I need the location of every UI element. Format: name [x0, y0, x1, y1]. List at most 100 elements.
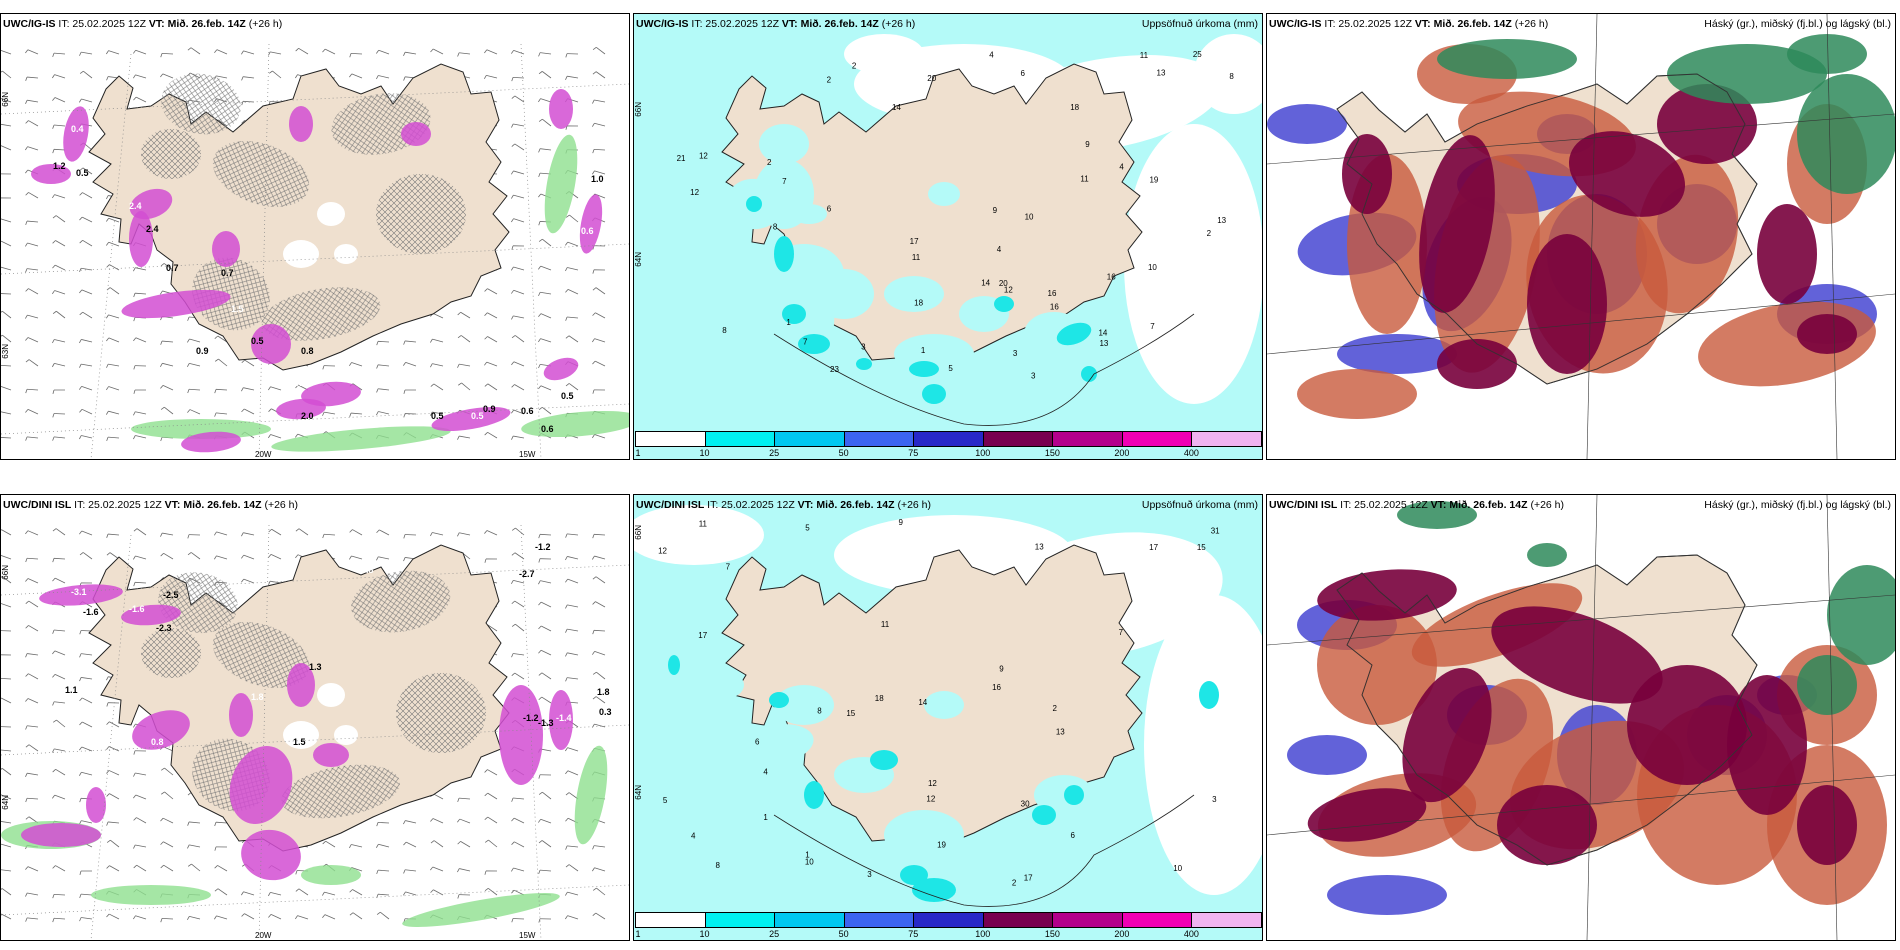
temp-value-label: -2.5: [163, 590, 179, 600]
high-cloud-area: [1657, 84, 1757, 164]
precip-value-label: 13: [1099, 339, 1108, 348]
green-band: [521, 410, 629, 438]
precip-value-label: 11: [699, 519, 708, 528]
temp-value-label: 0.5: [76, 168, 89, 178]
hatched-area: [376, 174, 466, 254]
clear-patch: [334, 725, 358, 745]
precip-value-label: 17: [1149, 543, 1158, 552]
temp-value-label: 1.8: [251, 692, 264, 702]
colorbar-swatch: [1121, 431, 1193, 447]
white-area: [1124, 124, 1262, 404]
magenta-area: [401, 122, 431, 146]
magenta-area: [229, 693, 253, 737]
high-cloud-green-area: [1397, 501, 1477, 529]
panel-precip-top: UWC/IG-IS IT: 25.02.2025 12Z VT: Mið. 26…: [633, 13, 1263, 460]
lon-label-20w: 20W: [255, 450, 272, 459]
precip-heavy-area: [856, 358, 872, 370]
high-cloud-green-area: [1667, 44, 1827, 104]
green-band: [402, 892, 560, 928]
hatched-area: [212, 141, 310, 207]
precip-heavy-area: [1199, 681, 1219, 709]
precip-value-label: 3: [861, 343, 866, 352]
init-time: IT: 25.02.2025 12Z: [58, 18, 146, 30]
precip-value-label: 14: [981, 279, 990, 288]
precip-value-label: 16: [1048, 289, 1057, 298]
precip-light-area: [774, 685, 834, 725]
colorbar-tick: 75: [908, 448, 919, 458]
panel-wind-temp-bottom: UWC/DINI ISL IT: 25.02.2025 12Z VT: Mið.…: [0, 494, 630, 941]
temp-value-label: 0.7: [166, 263, 179, 273]
precip-light-area: [928, 182, 960, 206]
precip-value-label: 12: [926, 794, 935, 803]
colorbar-tick: 150: [1044, 929, 1060, 939]
temp-value-label: 0.9: [196, 346, 209, 356]
temp-value-label: 1.3: [309, 662, 322, 672]
model-name: UWC/DINI ISL: [1269, 499, 1338, 511]
colorbar-swatch: [982, 912, 1054, 928]
colorbar-swatch: [1052, 912, 1123, 928]
coastline: [1336, 554, 1758, 866]
precip-value-label: 13: [1157, 68, 1166, 77]
precip-light-area: [791, 204, 827, 224]
precip-colorbar: 1 10 25 50 75 100 150 200 400: [635, 912, 1262, 939]
colorbar-swatch: [1191, 431, 1262, 447]
model-name: UWC/DINI ISL: [636, 499, 705, 511]
precip-value-label: 14: [918, 698, 927, 707]
precip-value-label: 11: [1140, 51, 1149, 60]
temp-value-label: 0.7: [221, 268, 234, 278]
temp-value-label: 0.8: [499, 388, 512, 398]
precip-value-label: 23: [830, 365, 839, 374]
precip-value-label: 20: [927, 74, 936, 83]
temp-value-label: 2.4: [129, 201, 142, 211]
hatched-area: [161, 73, 241, 135]
precip-value-label: 4: [989, 50, 994, 59]
high-cloud-area: [1568, 131, 1686, 217]
precip-light-area: [704, 671, 744, 699]
temp-value-label: 0.8: [301, 346, 314, 356]
precip-value-label: 21: [677, 154, 686, 163]
temp-value-label: 2.4: [146, 224, 159, 234]
precip-value-label: 9: [1085, 140, 1090, 149]
panel-cloud-top: UWC/IG-IS IT: 25.02.2025 12Z VT: Mið. 26…: [1266, 13, 1896, 460]
magenta-area: [121, 604, 181, 626]
precip-value-label: 2: [1012, 879, 1017, 888]
precip-value-label: 30: [1021, 799, 1030, 808]
lat-label: 66N: [1, 92, 10, 107]
model-name: UWC/DINI ISL: [3, 499, 72, 511]
precip-light-area: [814, 269, 874, 319]
lat-label: 66N: [634, 525, 643, 540]
colorbar-swatch: [635, 431, 706, 447]
high-cloud-area: [1491, 606, 1663, 704]
white-area: [1194, 34, 1262, 114]
precip-value-label: 8: [722, 326, 727, 335]
temp-value-label: -2.7: [519, 569, 535, 579]
lat-label: 63N: [1, 344, 10, 359]
magenta-area: [132, 710, 190, 750]
colorbar-swatch: [1052, 431, 1123, 447]
temp-value-label: 0.3: [599, 707, 612, 717]
precip-heavy-area: [746, 196, 762, 212]
colorbar-swatch: [635, 912, 706, 928]
lat-label: 66N: [1, 565, 10, 580]
hatched-area: [281, 764, 400, 819]
panel-header: UWC/IG-IS IT: 25.02.2025 12Z VT: Mið. 26…: [636, 17, 1258, 31]
colorbar-tick: 100: [975, 929, 991, 939]
colorbar-tick: 400: [1183, 448, 1199, 458]
precip-light-area: [924, 691, 964, 719]
precip-value-label: 7: [1119, 628, 1124, 637]
precip-value-label: 15: [846, 709, 855, 718]
precip-value-label: 14: [892, 103, 901, 112]
graticule: [1, 524, 629, 940]
high-cloud-green-area: [1527, 543, 1567, 567]
white-area: [1144, 595, 1262, 895]
hatched-area: [141, 129, 201, 179]
white-area: [634, 505, 764, 565]
precip-value-label: 13: [1056, 728, 1065, 737]
coastline: [1336, 73, 1758, 385]
magenta-area: [31, 164, 71, 184]
clear-patch: [317, 683, 345, 707]
cloud-map: [1267, 14, 1895, 459]
precip-value-label: 9: [999, 664, 1004, 673]
border-line: [1267, 293, 1895, 355]
